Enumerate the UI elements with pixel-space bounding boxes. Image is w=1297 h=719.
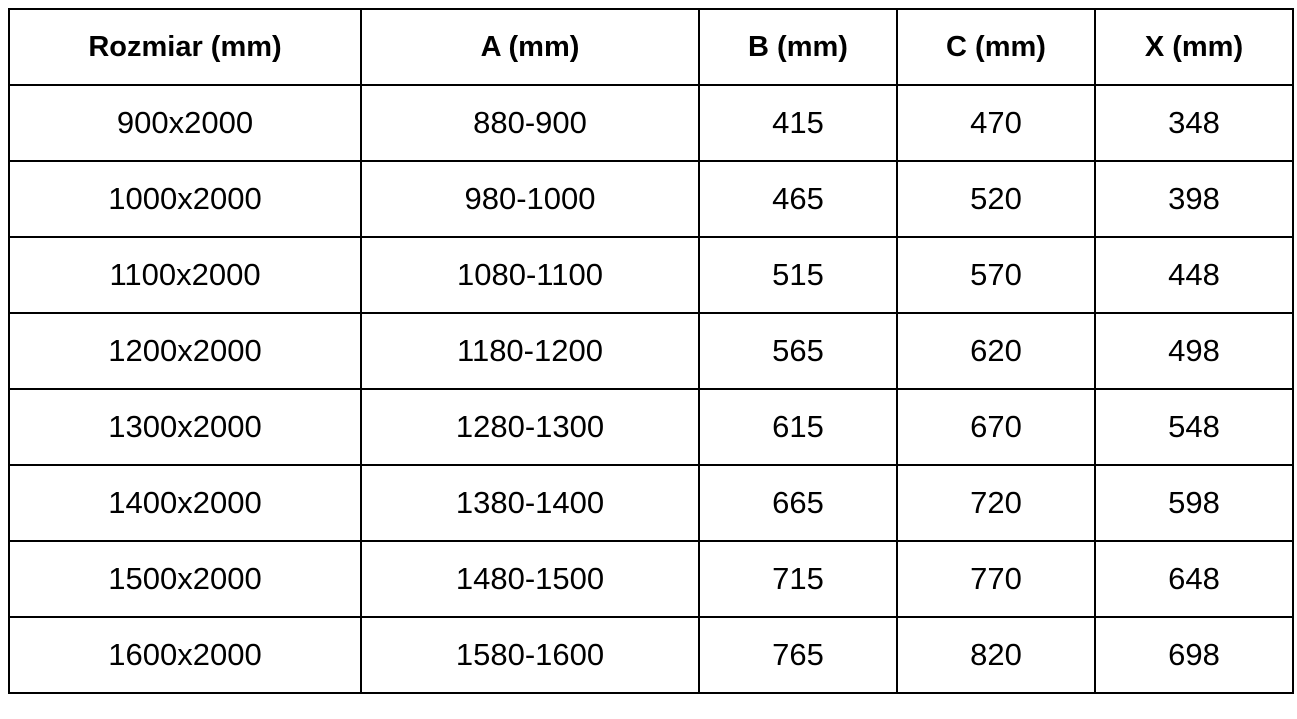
table-row: 1600x2000 1580-1600 765 820 698 — [8, 616, 1294, 694]
table-cell: 1400x2000 — [8, 464, 362, 542]
table-row: 1300x2000 1280-1300 615 670 548 — [8, 388, 1294, 466]
table-cell: 1180-1200 — [360, 312, 700, 390]
table-cell: 515 — [698, 236, 898, 314]
column-header: B (mm) — [698, 8, 898, 86]
table-cell: 565 — [698, 312, 898, 390]
dimensions-table: Rozmiar (mm) A (mm) B (mm) C (mm) X (mm) 900… — [8, 8, 1294, 694]
table-cell: 498 — [1094, 312, 1294, 390]
table-cell: 1380-1400 — [360, 464, 700, 542]
table-cell: 1200x2000 — [8, 312, 362, 390]
table-cell: 548 — [1094, 388, 1294, 466]
table-cell: 665 — [698, 464, 898, 542]
table-cell: 598 — [1094, 464, 1294, 542]
table-cell: 770 — [896, 540, 1096, 618]
table-cell: 880-900 — [360, 84, 700, 162]
table-cell: 698 — [1094, 616, 1294, 694]
table-cell: 570 — [896, 236, 1096, 314]
table-cell: 1500x2000 — [8, 540, 362, 618]
table-cell: 1100x2000 — [8, 236, 362, 314]
table-cell: 670 — [896, 388, 1096, 466]
table-cell: 398 — [1094, 160, 1294, 238]
table-cell: 1000x2000 — [8, 160, 362, 238]
table-cell: 448 — [1094, 236, 1294, 314]
column-header: C (mm) — [896, 8, 1096, 86]
table-cell: 1080-1100 — [360, 236, 700, 314]
table-cell: 415 — [698, 84, 898, 162]
table-cell: 648 — [1094, 540, 1294, 618]
table-cell: 1600x2000 — [8, 616, 362, 694]
table-cell: 720 — [896, 464, 1096, 542]
header-row: Rozmiar (mm) A (mm) B (mm) C (mm) X (mm) — [8, 8, 1294, 86]
table-cell: 765 — [698, 616, 898, 694]
table-row: 1400x2000 1380-1400 665 720 598 — [8, 464, 1294, 542]
table-cell: 1300x2000 — [8, 388, 362, 466]
table-cell: 465 — [698, 160, 898, 238]
table-cell: 520 — [896, 160, 1096, 238]
table-cell: 470 — [896, 84, 1096, 162]
table-cell: 348 — [1094, 84, 1294, 162]
table-cell: 615 — [698, 388, 898, 466]
table-cell: 980-1000 — [360, 160, 700, 238]
table-cell: 1480-1500 — [360, 540, 700, 618]
table-cell: 620 — [896, 312, 1096, 390]
table-cell: 1580-1600 — [360, 616, 700, 694]
table-cell: 1280-1300 — [360, 388, 700, 466]
table-cell: 820 — [896, 616, 1096, 694]
table-row: 1500x2000 1480-1500 715 770 648 — [8, 540, 1294, 618]
table-row: 1000x2000 980-1000 465 520 398 — [8, 160, 1294, 238]
table-row: 900x2000 880-900 415 470 348 — [8, 84, 1294, 162]
column-header: A (mm) — [360, 8, 700, 86]
column-header: X (mm) — [1094, 8, 1294, 86]
table-cell: 900x2000 — [8, 84, 362, 162]
column-header: Rozmiar (mm) — [8, 8, 362, 86]
table-row: 1100x2000 1080-1100 515 570 448 — [8, 236, 1294, 314]
table-row: 1200x2000 1180-1200 565 620 498 — [8, 312, 1294, 390]
table-cell: 715 — [698, 540, 898, 618]
